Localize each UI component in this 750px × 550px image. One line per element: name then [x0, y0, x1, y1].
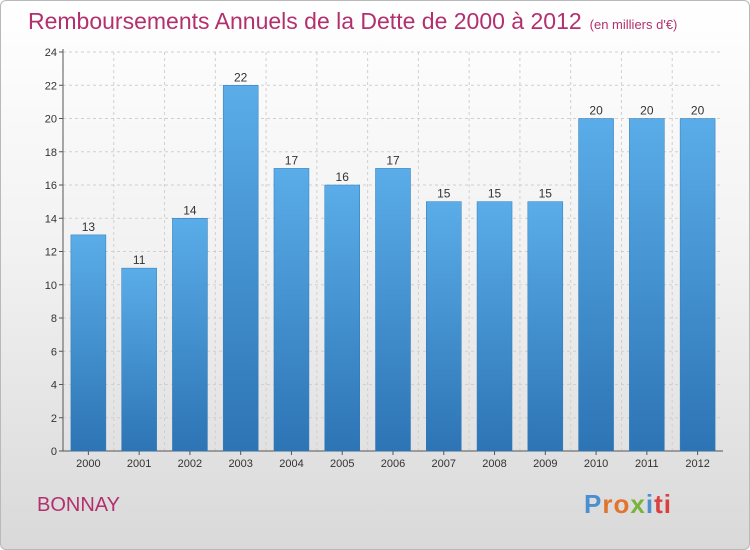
- logo-letter-1: P: [584, 489, 603, 519]
- bar-value-label: 22: [234, 70, 248, 84]
- bar: [70, 234, 107, 452]
- bar-value-label: 15: [539, 187, 553, 201]
- x-tick-label: 2002: [178, 458, 202, 470]
- commune-name: BONNAY: [37, 494, 120, 516]
- bar-value-label: 17: [285, 153, 299, 167]
- bar: [476, 201, 513, 452]
- bar-value-label: 11: [133, 253, 146, 267]
- chart-unit: (en milliers d'€): [589, 17, 678, 32]
- x-tick-label: 2004: [279, 458, 303, 470]
- bar: [222, 85, 259, 452]
- x-tick-label: 2003: [228, 458, 252, 470]
- x-tick-label: 2011: [635, 458, 659, 470]
- bar-value-label: 15: [488, 187, 502, 201]
- y-tick-label: 2: [51, 413, 57, 425]
- bar-value-label: 20: [640, 104, 654, 118]
- bar-value-label: 15: [437, 187, 451, 201]
- bar: [172, 218, 208, 452]
- x-tick-label: 2007: [432, 458, 456, 470]
- bar: [527, 201, 564, 452]
- bar: [629, 118, 665, 452]
- y-tick-label: 18: [45, 147, 57, 159]
- logo-letter-6: ti: [654, 489, 672, 519]
- bar: [375, 168, 411, 452]
- y-tick-label: 16: [45, 180, 57, 192]
- y-tick-label: 6: [51, 346, 57, 358]
- bar-layer: [70, 85, 716, 452]
- bar-value-label: 16: [336, 170, 350, 184]
- logo-letter-4: x: [630, 489, 646, 519]
- bar-value-label: 14: [183, 203, 197, 217]
- logo-letter-2: r: [602, 489, 614, 519]
- bar: [578, 118, 614, 452]
- y-tick-label: 0: [51, 446, 57, 458]
- y-tick-label: 10: [45, 280, 57, 292]
- x-tick-label: 2010: [584, 458, 608, 470]
- bar-value-label: 20: [589, 104, 603, 118]
- bar-value-label: 17: [386, 153, 400, 167]
- proxiti-logo: Proxiti: [584, 489, 672, 520]
- bar: [273, 168, 310, 452]
- y-tick-label: 22: [45, 80, 57, 92]
- bar: [121, 267, 157, 452]
- x-tick-label: 2012: [685, 458, 709, 470]
- bar-value-label: 13: [82, 220, 96, 234]
- bar-value-label: 20: [691, 104, 705, 118]
- y-tick-label: 24: [45, 47, 57, 59]
- bar: [324, 184, 360, 452]
- label-layer: 13 2000 11 2001 14 2002 22 2003 17 2004 16 2005 17 20…: [76, 70, 710, 470]
- y-tick-label: 14: [45, 213, 57, 225]
- y-tick-label: 8: [51, 313, 57, 325]
- y-tick-label: 20: [45, 114, 57, 126]
- x-tick-label: 2009: [533, 458, 557, 470]
- bar: [679, 118, 716, 452]
- y-tick-label: 4: [51, 380, 57, 392]
- x-tick-label: 2005: [330, 458, 354, 470]
- x-tick-label: 2006: [381, 458, 405, 470]
- bar: [426, 201, 462, 452]
- x-tick-label: 2008: [482, 458, 506, 470]
- logo-letter-3: o: [613, 489, 631, 519]
- x-tick-label: 2000: [76, 458, 100, 470]
- x-tick-label: 2001: [127, 458, 151, 470]
- chart-title-text: Remboursements Annuels de la Dette de 20…: [28, 8, 582, 34]
- y-tick-label: 12: [45, 247, 57, 259]
- chart-title: Remboursements Annuels de la Dette de 20…: [28, 8, 677, 35]
- logo-letter-5: i: [645, 489, 655, 519]
